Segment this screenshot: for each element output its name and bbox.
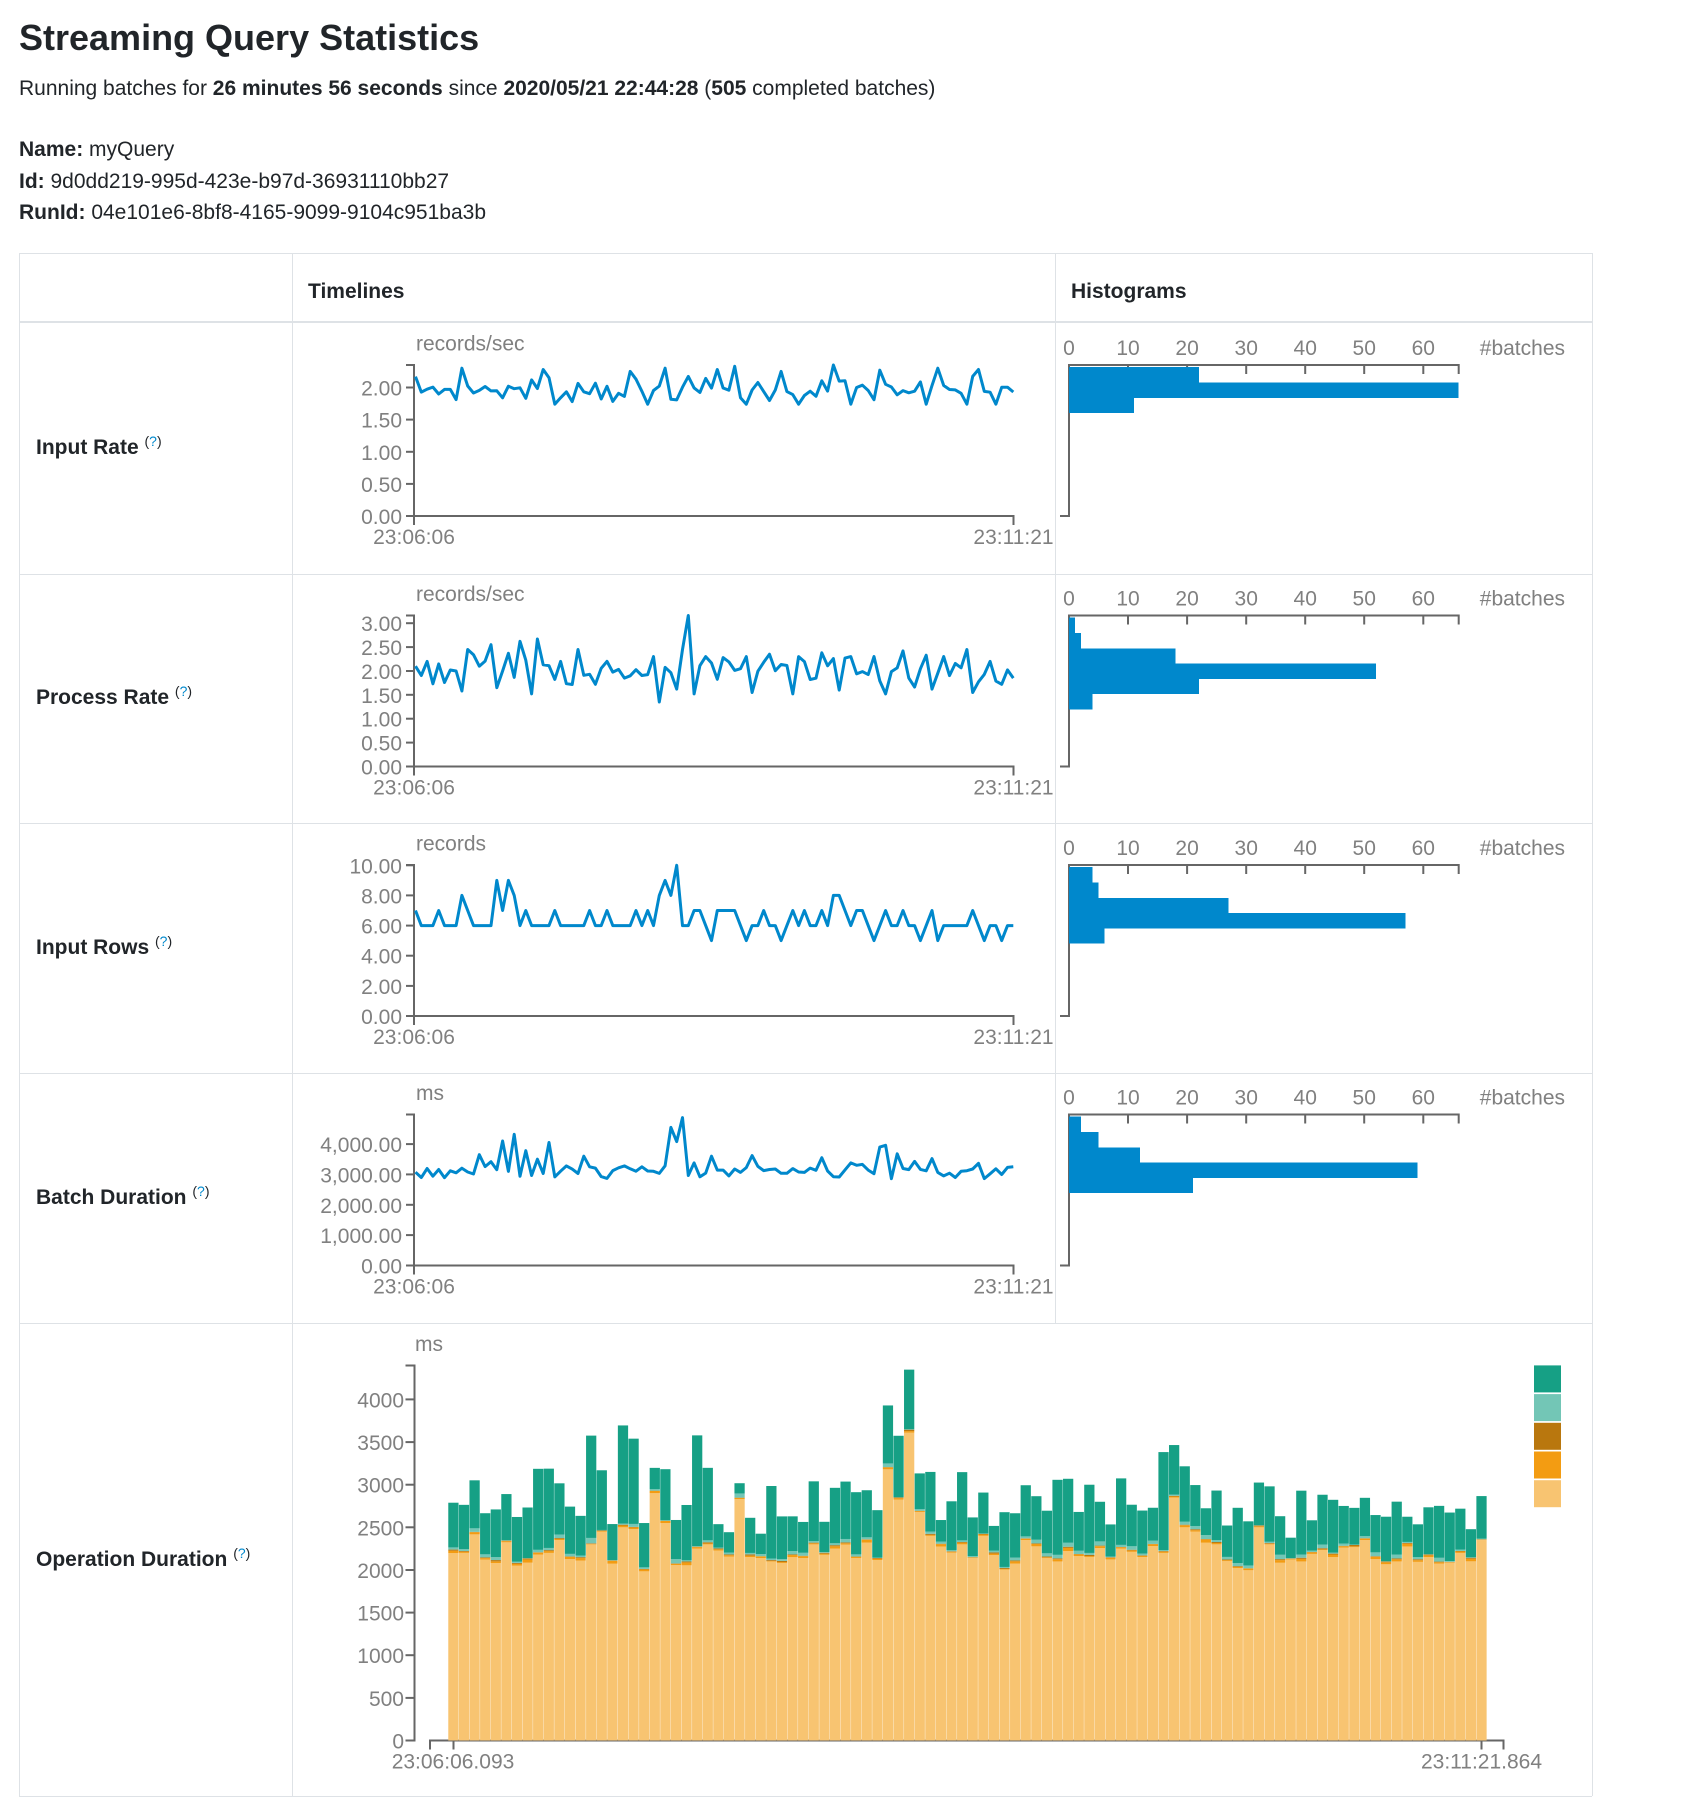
svg-text:#batches: #batches	[1480, 1087, 1565, 1110]
svg-text:60: 60	[1412, 337, 1435, 360]
svg-text:500: 500	[369, 1688, 404, 1711]
svg-text:1.50: 1.50	[361, 410, 402, 433]
svg-text:1.00: 1.00	[361, 709, 402, 732]
svg-text:records/sec: records/sec	[416, 333, 525, 356]
svg-text:10: 10	[1116, 588, 1139, 611]
svg-text:0.50: 0.50	[361, 733, 402, 756]
svg-text:1500: 1500	[357, 1603, 404, 1626]
svg-text:10: 10	[1116, 337, 1139, 360]
svg-text:ms: ms	[416, 1082, 444, 1105]
svg-text:records: records	[416, 833, 486, 856]
svg-text:60: 60	[1412, 588, 1435, 611]
svg-text:2.50: 2.50	[361, 637, 402, 660]
svg-text:23:06:06: 23:06:06	[373, 1026, 455, 1049]
svg-text:40: 40	[1294, 337, 1317, 360]
svg-text:23:06:06: 23:06:06	[373, 526, 455, 549]
svg-text:1000: 1000	[357, 1645, 404, 1668]
svg-text:2.00: 2.00	[361, 976, 402, 999]
svg-text:1,000.00: 1,000.00	[320, 1225, 402, 1248]
svg-text:20: 20	[1175, 337, 1198, 360]
svg-text:2.00: 2.00	[361, 378, 402, 401]
svg-text:3000: 3000	[357, 1475, 404, 1498]
svg-text:50: 50	[1353, 1087, 1376, 1110]
svg-text:30: 30	[1235, 588, 1258, 611]
svg-text:2500: 2500	[357, 1517, 404, 1540]
svg-text:records/sec: records/sec	[416, 583, 525, 606]
svg-text:20: 20	[1175, 837, 1198, 860]
svg-text:0.00: 0.00	[361, 757, 402, 780]
svg-text:0: 0	[1063, 1087, 1075, 1110]
svg-text:#batches: #batches	[1480, 837, 1565, 860]
svg-text:50: 50	[1353, 337, 1376, 360]
svg-text:0: 0	[392, 1731, 404, 1754]
svg-text:23:11:21: 23:11:21	[973, 1026, 1053, 1049]
svg-text:10.00: 10.00	[349, 855, 402, 878]
svg-text:3500: 3500	[357, 1432, 404, 1455]
svg-text:0.00: 0.00	[361, 1006, 402, 1029]
svg-text:6.00: 6.00	[361, 916, 402, 939]
svg-text:50: 50	[1353, 837, 1376, 860]
svg-text:0: 0	[1063, 337, 1075, 360]
svg-text:1.50: 1.50	[361, 685, 402, 708]
svg-text:10: 10	[1116, 837, 1139, 860]
svg-text:0.50: 0.50	[361, 474, 402, 497]
svg-text:ms: ms	[415, 1333, 443, 1356]
svg-text:40: 40	[1294, 837, 1317, 860]
svg-text:30: 30	[1235, 837, 1258, 860]
svg-text:40: 40	[1294, 1087, 1317, 1110]
svg-text:60: 60	[1412, 1087, 1435, 1110]
svg-text:23:06:06: 23:06:06	[373, 777, 455, 800]
svg-text:60: 60	[1412, 837, 1435, 860]
svg-text:4,000.00: 4,000.00	[320, 1134, 402, 1157]
svg-text:23:06:06.093: 23:06:06.093	[392, 1751, 515, 1774]
svg-text:2,000.00: 2,000.00	[320, 1195, 402, 1218]
svg-text:0.00: 0.00	[361, 506, 402, 529]
svg-text:4000: 4000	[357, 1389, 404, 1412]
svg-text:10: 10	[1116, 1087, 1139, 1110]
svg-text:23:11:21: 23:11:21	[973, 777, 1053, 800]
svg-text:30: 30	[1235, 1087, 1258, 1110]
svg-text:3,000.00: 3,000.00	[320, 1164, 402, 1187]
svg-text:#batches: #batches	[1480, 337, 1565, 360]
svg-text:4.00: 4.00	[361, 946, 402, 969]
svg-text:50: 50	[1353, 588, 1376, 611]
svg-text:30: 30	[1235, 337, 1258, 360]
svg-text:23:11:21: 23:11:21	[973, 1276, 1053, 1299]
svg-text:2000: 2000	[357, 1560, 404, 1583]
svg-text:23:06:06: 23:06:06	[373, 1276, 455, 1299]
svg-text:0.00: 0.00	[361, 1256, 402, 1279]
svg-text:8.00: 8.00	[361, 885, 402, 908]
svg-text:20: 20	[1175, 1087, 1198, 1110]
svg-text:40: 40	[1294, 588, 1317, 611]
svg-text:0: 0	[1063, 837, 1075, 860]
svg-text:3.00: 3.00	[361, 613, 402, 636]
svg-text:2.00: 2.00	[361, 661, 402, 684]
svg-text:0: 0	[1063, 588, 1075, 611]
svg-text:#batches: #batches	[1480, 588, 1565, 611]
svg-text:23:11:21: 23:11:21	[973, 526, 1053, 549]
svg-text:20: 20	[1175, 588, 1198, 611]
svg-text:1.00: 1.00	[361, 442, 402, 465]
svg-text:23:11:21.864: 23:11:21.864	[1421, 1751, 1542, 1774]
